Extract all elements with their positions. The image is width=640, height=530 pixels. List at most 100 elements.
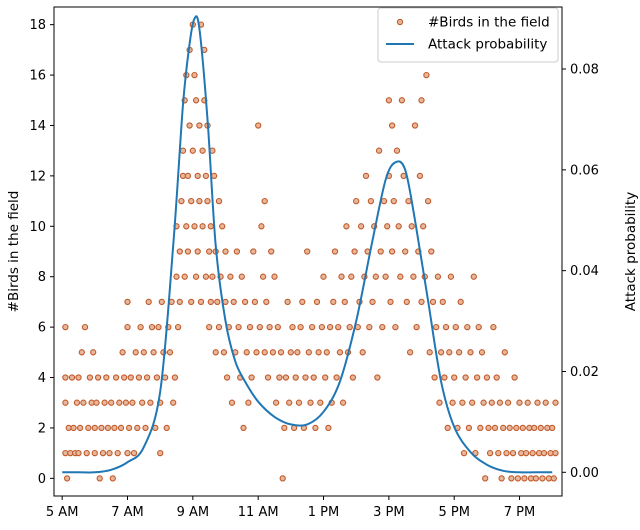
y-left-tick-label: 18 [29, 18, 46, 33]
bird-count-point [271, 273, 278, 280]
bird-count-point [357, 223, 365, 230]
bird-count-point [406, 349, 414, 356]
bird-count-point [119, 349, 126, 356]
bird-count-point [184, 248, 192, 255]
bird-count-point [320, 273, 327, 280]
bird-count-point [150, 349, 157, 356]
bird-count-point [442, 323, 450, 331]
x-tick-label: 1 PM [308, 505, 339, 520]
bird-count-point [475, 323, 482, 331]
bird-count-point [343, 223, 350, 230]
bird-count-point [377, 248, 384, 255]
bird-count-point [199, 223, 206, 230]
y-left-tick-label: 8 [38, 270, 46, 285]
y-axis-left-label: #Birds in the field [6, 191, 22, 313]
bird-count-point [531, 424, 538, 432]
bird-count-point [506, 424, 513, 432]
bird-count-point [173, 273, 180, 280]
y-right-tick-label: 0.06 [570, 163, 599, 178]
bird-count-point [266, 323, 273, 331]
bird-count-point [529, 449, 536, 457]
bird-count-point [338, 273, 345, 280]
bird-count-point [420, 223, 427, 230]
bird-count-point [135, 374, 143, 381]
x-tick-label: 7 PM [504, 505, 535, 520]
legend: #Birds in the field Attack probability [377, 7, 559, 63]
bird-count-point [467, 349, 474, 356]
bird-count-point [85, 424, 92, 432]
bird-count-point [369, 298, 376, 306]
bird-count-point [76, 424, 84, 432]
bird-count-point [550, 475, 557, 482]
bird-count-point [192, 97, 200, 104]
bird-count-point [542, 399, 549, 406]
bird-count-point [80, 399, 87, 406]
bird-count-point [446, 349, 453, 356]
bird-count-point [380, 197, 388, 205]
bird-count-point [540, 449, 548, 457]
bird-count-point [191, 71, 198, 79]
y-right-tick-label: 0.00 [570, 466, 599, 481]
bird-count-point [207, 298, 214, 306]
bird-count-point [428, 248, 435, 255]
bird-count-point [384, 223, 391, 230]
bird-count-point [91, 449, 98, 457]
bird-count-point [509, 449, 517, 457]
bird-count-point [382, 273, 389, 280]
bird-count-point [75, 374, 82, 381]
bird-count-point [480, 399, 487, 406]
bird-count-point [469, 399, 476, 406]
bird-count-point [127, 374, 134, 381]
bird-count-point [163, 424, 170, 432]
bird-count-point [452, 323, 459, 331]
bird-count-point [503, 449, 510, 457]
bird-count-point [410, 273, 417, 280]
bird-count-point [318, 323, 326, 331]
bird-count-point [307, 399, 314, 406]
x-tick-label: 11 AM [238, 505, 279, 520]
bird-count-point [179, 147, 187, 154]
bird-count-point [212, 349, 219, 356]
bird-count-point [418, 298, 425, 306]
bird-count-point [176, 298, 183, 306]
bird-count-point [451, 374, 458, 381]
bird-count-point [393, 147, 401, 154]
bird-count-point [514, 475, 522, 482]
legend-label-attack-probability: Attack probability [428, 37, 547, 53]
x-tick-label: 7 AM [111, 505, 144, 520]
bird-count-point [312, 424, 319, 432]
bird-count-point [192, 273, 200, 280]
plot-frame [53, 6, 563, 497]
bird-count-point [112, 374, 120, 381]
x-tick-label: 5 AM [46, 505, 79, 520]
bird-count-point [269, 349, 277, 356]
bird-count-point [158, 298, 165, 306]
bird-count-point [62, 374, 69, 381]
bird-count-point [552, 449, 559, 457]
bird-count-point [241, 298, 249, 306]
bird-count-point [317, 399, 324, 406]
bird-count-point [93, 399, 100, 406]
bird-count-point [436, 399, 443, 406]
bird-count-point [194, 248, 201, 255]
bird-count-point [222, 248, 229, 255]
bird-count-point [183, 223, 190, 230]
bird-count-point [418, 97, 425, 104]
bird-count-point [268, 248, 275, 255]
y-left-tick-label: 2 [38, 421, 46, 436]
bird-count-point [305, 349, 312, 356]
bird-count-point [385, 97, 393, 104]
bird-count-point [171, 374, 179, 381]
bird-count-point [147, 399, 154, 406]
bird-count-point [117, 424, 125, 432]
bird-count-point [539, 475, 546, 482]
bird-count-point [331, 248, 339, 255]
y-left-tick-label: 0 [38, 472, 46, 487]
bird-count-point [379, 323, 386, 331]
bird-count-point [519, 424, 526, 432]
bird-count-point [444, 424, 451, 432]
bird-count-point [145, 298, 152, 306]
bird-count-point [424, 197, 432, 205]
